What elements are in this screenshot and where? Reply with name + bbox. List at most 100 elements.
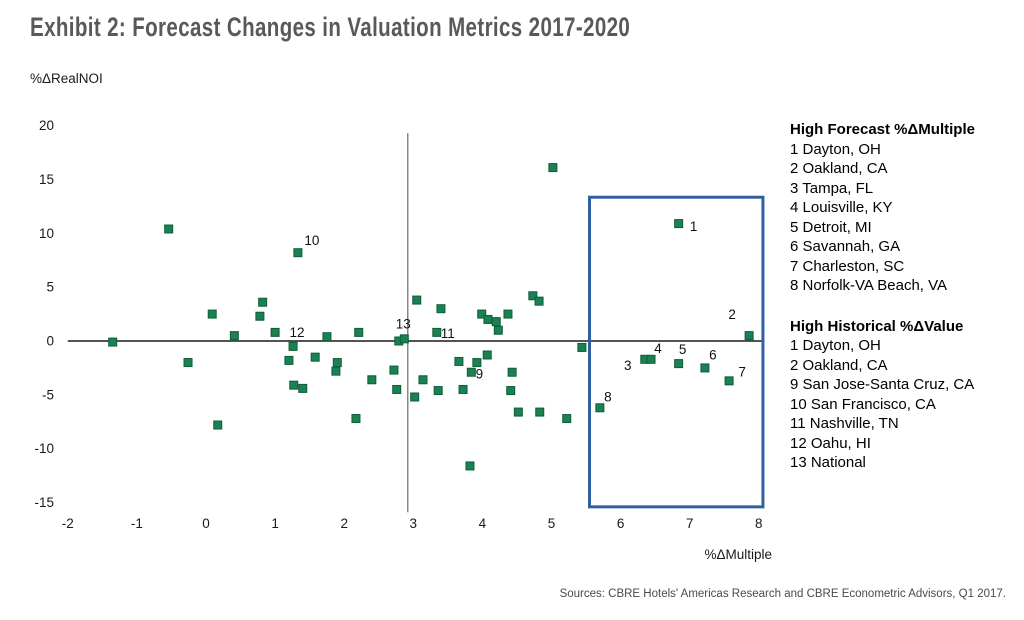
data-point-label: 6 — [709, 347, 717, 362]
data-point — [389, 365, 399, 375]
data-point-label: 4 — [654, 341, 662, 356]
x-tick-label: 4 — [479, 516, 487, 531]
x-tick-label: 1 — [271, 516, 279, 531]
data-point — [418, 375, 428, 385]
data-point — [270, 327, 280, 337]
x-axis-label: %ΔMultiple — [704, 547, 772, 562]
data-point — [491, 317, 501, 327]
legend-heading: High Historical %ΔValue — [790, 317, 964, 335]
data-point — [392, 384, 402, 394]
data-point — [108, 337, 118, 347]
data-point — [493, 325, 503, 335]
x-tick-label: 6 — [617, 516, 625, 531]
data-point — [293, 248, 303, 258]
legend-item: 2 Oakland, CA — [790, 356, 888, 374]
data-point-label: 13 — [396, 316, 411, 331]
legend-item: 9 San Jose-Santa Cruz, CA — [790, 376, 975, 393]
y-tick-label: 5 — [46, 280, 54, 295]
x-tick-label: -1 — [131, 516, 143, 531]
x-tick-label: 8 — [755, 516, 763, 531]
data-point — [465, 461, 475, 471]
data-point — [331, 366, 341, 376]
x-tick-label: 0 — [202, 516, 210, 531]
data-point — [482, 350, 492, 360]
highlight-box — [588, 195, 765, 509]
data-point-label: 8 — [604, 389, 612, 404]
data-point — [548, 163, 558, 173]
data-point — [255, 311, 265, 321]
legend-item: 6 Savannah, GA — [790, 238, 901, 255]
legend-heading: High Forecast %ΔMultiple — [790, 121, 975, 138]
x-tick-label: 5 — [548, 516, 556, 531]
data-point — [466, 367, 476, 377]
data-point — [298, 383, 308, 393]
data-point — [700, 363, 710, 373]
data-point — [534, 296, 544, 306]
data-point-label: 11 — [441, 326, 455, 341]
data-point — [432, 327, 442, 337]
data-point — [433, 386, 443, 396]
data-point-label: 3 — [624, 358, 632, 373]
data-point — [535, 407, 545, 417]
y-tick-label: 10 — [39, 226, 54, 241]
data-point — [674, 219, 684, 229]
data-point — [646, 354, 656, 364]
data-point — [436, 304, 446, 314]
x-tick-label: 3 — [410, 516, 418, 531]
y-tick-label: -5 — [42, 387, 54, 402]
y-tick-label: 15 — [39, 172, 54, 187]
data-point-label: 1 — [690, 219, 698, 234]
y-tick-label: 20 — [39, 118, 54, 133]
data-point — [310, 352, 320, 362]
data-point-label: 9 — [476, 367, 484, 382]
data-point — [458, 384, 468, 394]
data-point — [477, 309, 487, 319]
data-point — [562, 414, 572, 424]
legend-section-1: High Historical %ΔValue 1 Dayton, OH 2 Oak… — [790, 317, 975, 473]
legend: High Forecast %ΔMultiple 1 Dayton, OH 2 Oa… — [790, 120, 975, 494]
data-point — [351, 414, 361, 424]
data-point — [528, 291, 538, 301]
data-point — [506, 386, 516, 396]
data-point-label: 2 — [728, 307, 736, 322]
legend-item: 5 Detroit, MI — [790, 218, 872, 236]
legend-item: 4 Louisville, KY — [790, 199, 893, 216]
data-point — [164, 224, 174, 234]
legend-section-0: High Forecast %ΔMultiple 1 Dayton, OH 2 Oa… — [790, 120, 975, 296]
legend-item: 1 Dayton, OH — [790, 140, 881, 158]
data-point-label: 10 — [304, 233, 319, 248]
data-point-label: 5 — [679, 342, 687, 357]
legend-item: 1 Dayton, OH — [790, 337, 881, 354]
data-point — [229, 331, 239, 341]
legend-item: 3 Tampa, FL — [790, 179, 874, 197]
data-point — [183, 358, 193, 368]
y-tick-label: -15 — [34, 495, 54, 510]
source-note: Sources: CBRE Hotels' Americas Research … — [559, 588, 1006, 600]
legend-item: 12 Oahu, HI — [790, 434, 871, 452]
data-point — [503, 309, 513, 319]
legend-item: 13 National — [790, 454, 866, 471]
data-point — [288, 341, 298, 351]
legend-item: 11 Nashville, TN — [790, 415, 899, 432]
data-point — [724, 376, 734, 386]
data-point — [284, 355, 294, 365]
data-point — [454, 356, 464, 366]
data-point — [258, 297, 268, 307]
data-point — [744, 331, 754, 341]
data-point — [213, 420, 223, 430]
data-point — [332, 358, 342, 368]
legend-item: 7 Charleston, SC — [790, 257, 905, 275]
data-point — [507, 367, 517, 377]
data-point — [354, 327, 364, 337]
data-point — [399, 334, 409, 344]
data-point — [595, 403, 605, 413]
legend-item: 8 Norfolk-VA Beach, VA — [790, 277, 948, 294]
data-point-label: 12 — [290, 325, 305, 340]
legend-item: 10 San Francisco, CA — [790, 395, 936, 413]
y-tick-label: 0 — [46, 334, 54, 349]
legend-item: 2 Oakland, CA — [790, 160, 888, 177]
data-point — [322, 332, 332, 342]
x-tick-label: -2 — [62, 516, 74, 531]
chart-title: Exhibit 2: Forecast Changes in Valuation… — [30, 12, 631, 42]
